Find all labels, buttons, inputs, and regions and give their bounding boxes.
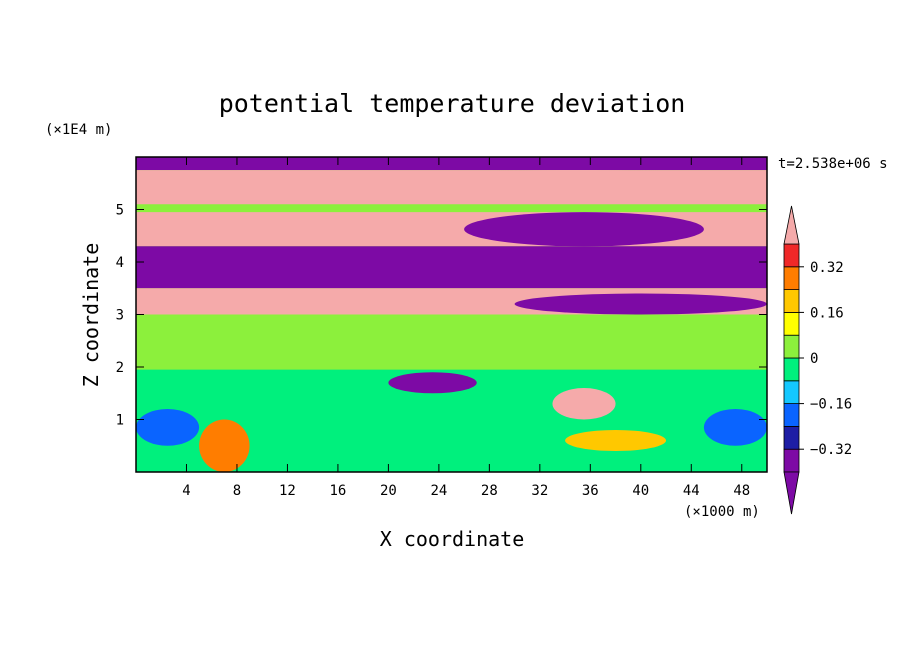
x-axis-label: X coordinate xyxy=(380,527,525,551)
colorbar-over-triangle xyxy=(783,205,800,245)
colorbar-tick-label: 0 xyxy=(810,351,818,367)
y-tick-label: 3 xyxy=(116,308,124,324)
x-axis-unit: (×1000 m) xyxy=(684,504,760,520)
colorbar-tick-label: 0.16 xyxy=(810,305,844,321)
colorbar-segment xyxy=(783,311,800,336)
x-tick-label: 4 xyxy=(182,483,190,499)
x-tick-label: 36 xyxy=(582,483,599,499)
field-feature-8 xyxy=(565,430,667,451)
time-label: t=2.538e+06 s xyxy=(778,156,888,172)
y-axis-ticks: 1 2 3 4 5 xyxy=(116,203,767,429)
x-tick-label: 24 xyxy=(430,483,447,499)
field-feature-1 xyxy=(464,212,704,247)
x-tick-label: 48 xyxy=(733,483,750,499)
y-tick-label: 5 xyxy=(116,203,124,219)
colorbar-segment xyxy=(783,243,800,268)
colorbar: 0.32 0.16 0 −0.16 −0.32 xyxy=(783,205,852,515)
y-axis-unit: (×1E4 m) xyxy=(45,122,112,138)
x-tick-label: 28 xyxy=(481,483,498,499)
field-feature-5 xyxy=(136,409,200,446)
field-feature-7 xyxy=(199,419,250,472)
y-tick-label: 2 xyxy=(116,360,124,376)
colorbar-tick-label: −0.16 xyxy=(810,397,852,413)
plot-area xyxy=(135,156,768,473)
colorbar-under-triangle xyxy=(783,471,800,515)
x-tick-label: 12 xyxy=(279,483,296,499)
field-band-3 xyxy=(136,246,767,289)
field-band-0 xyxy=(136,157,767,171)
field-layer xyxy=(136,157,767,472)
colorbar-tick-label: 0.32 xyxy=(810,260,844,276)
y-tick-label: 1 xyxy=(116,413,124,429)
x-tick-label: 40 xyxy=(632,483,649,499)
chart-title: potential temperature deviation xyxy=(219,89,686,118)
x-tick-label: 8 xyxy=(233,483,241,499)
colorbar-tick-label: −0.32 xyxy=(810,442,852,458)
colorbar-segment xyxy=(783,403,800,427)
colorbar-segment xyxy=(783,357,800,382)
colorbar-segment xyxy=(783,334,800,359)
colorbar-segment xyxy=(783,380,800,404)
x-axis-ticks: 4 8 12 16 20 24 28 32 36 40 44 48 xyxy=(182,157,750,499)
y-tick-label: 4 xyxy=(116,255,124,271)
field-feature-3 xyxy=(552,388,616,420)
field-feature-6 xyxy=(703,409,767,446)
x-tick-label: 32 xyxy=(531,483,548,499)
colorbar-segment xyxy=(783,448,800,473)
colorbar-segment xyxy=(783,425,800,450)
x-tick-label: 44 xyxy=(683,483,700,499)
field-feature-2 xyxy=(514,293,767,315)
y-axis-label: Z coordinate xyxy=(79,243,103,388)
x-tick-label: 20 xyxy=(380,483,397,499)
colorbar-segment xyxy=(783,289,800,313)
field-feature-4 xyxy=(388,372,477,394)
field-feature-0 xyxy=(388,170,767,189)
x-tick-label: 16 xyxy=(329,483,346,499)
field-band-5 xyxy=(136,314,767,367)
colorbar-segment xyxy=(783,266,800,290)
